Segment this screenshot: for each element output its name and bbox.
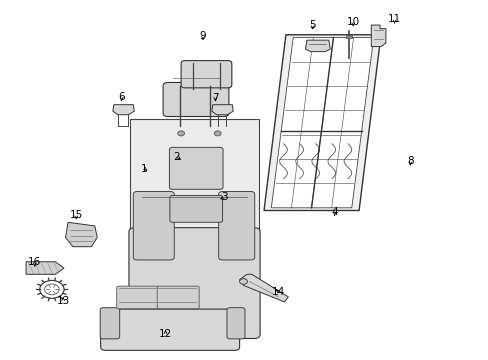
Circle shape [214,131,221,136]
Text: 2: 2 [173,152,179,162]
FancyBboxPatch shape [163,82,228,117]
FancyBboxPatch shape [169,195,222,222]
Text: 1: 1 [141,163,147,174]
Text: 12: 12 [159,329,172,339]
Circle shape [44,284,59,295]
Text: 8: 8 [406,156,413,166]
Text: 16: 16 [28,257,41,267]
Polygon shape [305,40,330,51]
Circle shape [40,280,64,298]
Text: 14: 14 [271,287,285,297]
Polygon shape [370,25,385,46]
Circle shape [239,279,247,284]
Text: 15: 15 [69,210,83,220]
FancyBboxPatch shape [157,286,199,309]
FancyBboxPatch shape [218,192,254,260]
Polygon shape [271,37,373,208]
Bar [130,119,259,237]
Polygon shape [65,222,97,247]
Text: 4: 4 [331,207,337,217]
FancyBboxPatch shape [101,309,239,350]
Polygon shape [239,274,288,302]
Text: 10: 10 [346,17,359,27]
Text: 13: 13 [57,296,70,306]
Polygon shape [211,105,233,115]
Text: 11: 11 [387,14,401,24]
FancyBboxPatch shape [133,192,174,260]
FancyBboxPatch shape [100,308,120,339]
Bar [346,35,351,39]
Polygon shape [113,105,134,115]
Text: 6: 6 [118,92,124,102]
Polygon shape [264,35,380,211]
Polygon shape [26,262,64,274]
Text: 5: 5 [309,20,315,30]
FancyBboxPatch shape [117,286,158,309]
FancyBboxPatch shape [169,147,223,189]
Text: 9: 9 [199,31,206,41]
Circle shape [177,131,184,136]
FancyBboxPatch shape [181,60,231,88]
FancyBboxPatch shape [226,308,244,339]
Text: 7: 7 [211,93,218,103]
FancyBboxPatch shape [129,228,260,338]
Text: 3: 3 [220,192,227,202]
